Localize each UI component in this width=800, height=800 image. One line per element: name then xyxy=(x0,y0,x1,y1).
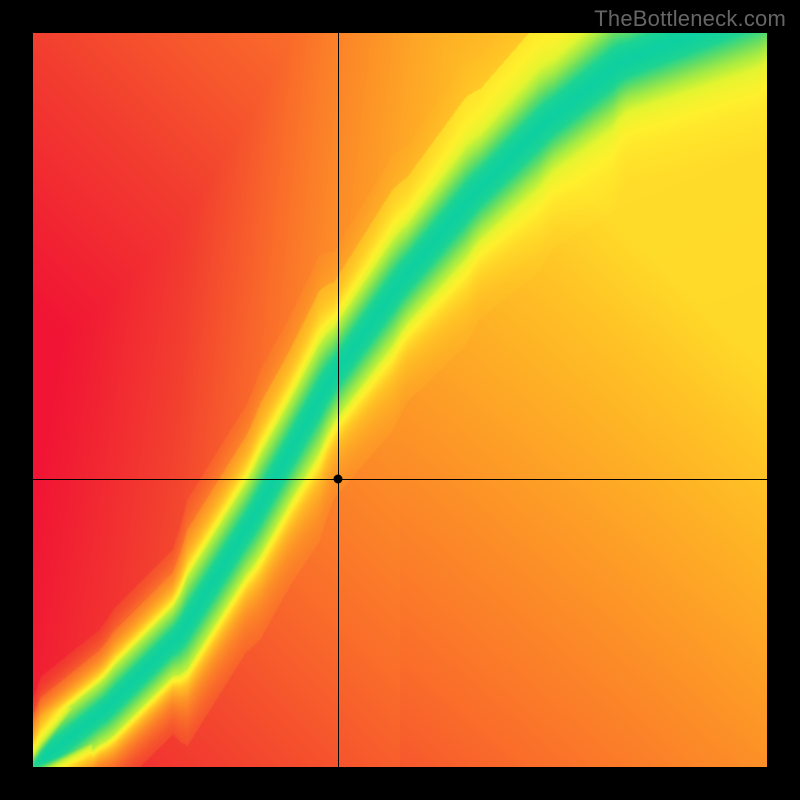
crosshair-marker xyxy=(333,475,342,484)
heatmap-canvas xyxy=(33,33,767,767)
heatmap-plot xyxy=(33,33,767,767)
chart-container: TheBottleneck.com xyxy=(0,0,800,800)
crosshair-horizontal xyxy=(33,479,767,480)
crosshair-vertical xyxy=(338,33,339,767)
watermark-text: TheBottleneck.com xyxy=(594,6,786,32)
